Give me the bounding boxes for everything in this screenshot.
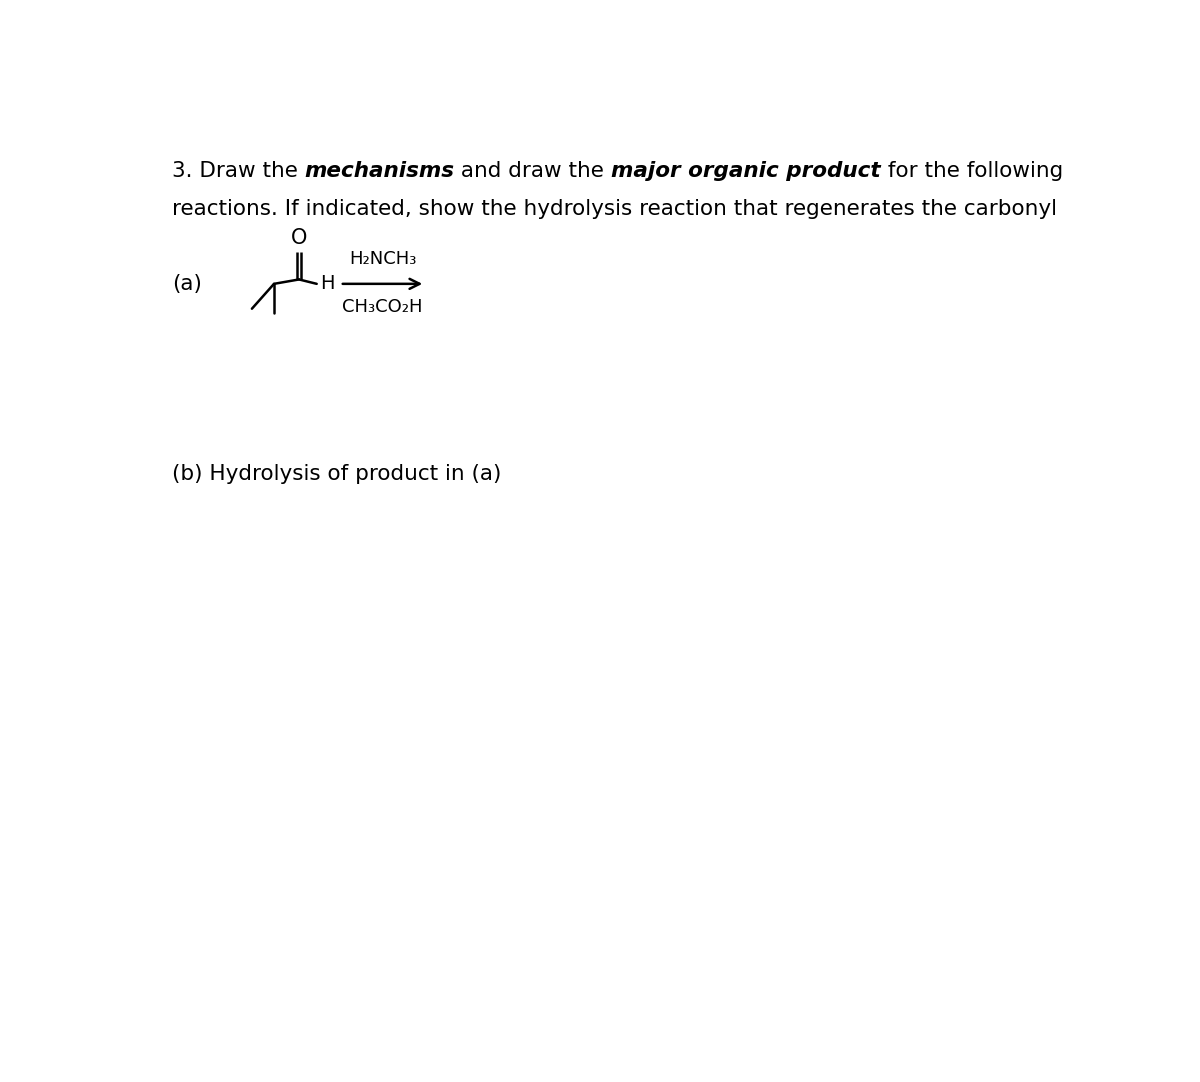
- Text: H: H: [320, 275, 335, 293]
- Text: reactions. If indicated, show the hydrolysis reaction that regenerates the carbo: reactions. If indicated, show the hydrol…: [172, 199, 1057, 220]
- Text: mechanisms: mechanisms: [305, 160, 455, 181]
- Text: CH₃CO₂H: CH₃CO₂H: [342, 298, 422, 316]
- Text: H₂NCH₃: H₂NCH₃: [349, 250, 416, 268]
- Text: major organic product: major organic product: [611, 160, 881, 181]
- Text: (b) Hydrolysis of product in (a): (b) Hydrolysis of product in (a): [172, 464, 502, 484]
- Text: 3. Draw the: 3. Draw the: [172, 160, 305, 181]
- Text: for the following: for the following: [881, 160, 1063, 181]
- Text: and draw the: and draw the: [455, 160, 611, 181]
- Text: (a): (a): [172, 274, 202, 294]
- Text: O: O: [290, 228, 307, 248]
